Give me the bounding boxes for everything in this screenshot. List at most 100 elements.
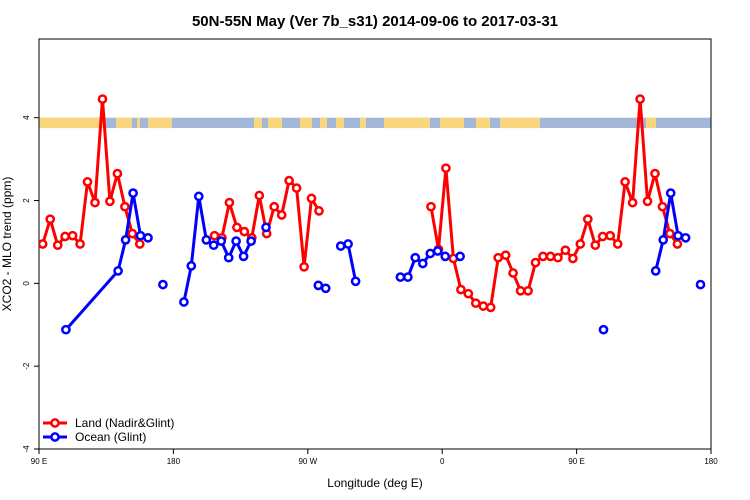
data-point: [598, 324, 609, 335]
y-tick-label: 2: [22, 198, 31, 203]
data-point: [335, 241, 346, 251]
data-point: [530, 257, 541, 268]
data-point: [179, 297, 189, 307]
data-point: [508, 268, 518, 278]
data-point: [238, 251, 249, 262]
data-point: [112, 168, 123, 179]
band-ocean: [39, 117, 711, 129]
data-point: [553, 252, 563, 263]
data-point: [143, 232, 153, 243]
data-point: [441, 163, 451, 174]
data-point: [665, 228, 675, 239]
data-point: [231, 236, 241, 246]
data-point: [232, 222, 242, 233]
data-point: [105, 196, 115, 207]
series-layer: [39, 94, 706, 335]
data-point: [597, 231, 608, 242]
band-land: [336, 117, 344, 129]
band-land: [137, 117, 140, 129]
series-1: [61, 188, 706, 335]
data-point: [650, 266, 661, 276]
data-point: [224, 197, 235, 208]
data-point: [313, 280, 324, 291]
data-point: [635, 94, 645, 104]
data-point: [620, 177, 630, 187]
data-point: [673, 230, 683, 241]
data-point: [538, 251, 548, 262]
data-point: [82, 177, 93, 187]
data-point: [320, 283, 331, 294]
land-ocean-band: [39, 117, 711, 129]
data-point: [291, 183, 302, 193]
data-point: [568, 253, 578, 264]
data-point: [523, 285, 533, 296]
data-point: [493, 252, 504, 263]
data-point: [158, 279, 168, 290]
legend-land-marker: [50, 418, 60, 428]
data-point: [403, 272, 413, 282]
data-point: [90, 197, 100, 208]
data-point: [45, 214, 56, 225]
data-point: [478, 301, 489, 311]
data-point: [417, 258, 428, 269]
data-point: [680, 232, 691, 243]
data-point: [216, 236, 227, 246]
data-point: [276, 210, 287, 220]
data-point: [135, 230, 146, 241]
data-point: [658, 235, 669, 245]
x-tick-label: 0: [440, 457, 445, 466]
data-point: [612, 239, 623, 249]
band-land: [300, 117, 312, 129]
data-point: [343, 239, 353, 249]
data-point: [485, 302, 496, 313]
y-tick-label: -2: [22, 362, 31, 370]
data-point: [128, 188, 138, 198]
data-point: [426, 201, 436, 212]
data-point: [545, 251, 556, 262]
data-point: [75, 239, 85, 249]
data-point: [254, 190, 265, 201]
data-point: [395, 272, 406, 282]
data-point: [440, 251, 451, 262]
x-tick-label: 180: [167, 457, 181, 466]
data-point: [500, 250, 511, 261]
data-point: [582, 214, 593, 225]
data-point: [120, 201, 130, 212]
data-point: [672, 239, 683, 249]
chart-title: 50N-55N May (Ver 7b_s31) 2014-09-06 to 2…: [192, 13, 558, 30]
y-tick-label: 0: [22, 281, 31, 286]
data-point: [515, 285, 526, 296]
data-point: [67, 230, 78, 241]
data-point: [113, 266, 123, 276]
data-point: [223, 252, 234, 263]
data-point: [60, 231, 70, 242]
data-point: [299, 261, 309, 272]
band-land: [320, 117, 327, 129]
data-point: [657, 201, 668, 212]
data-point: [127, 228, 138, 239]
band-land: [39, 117, 104, 129]
data-point: [432, 246, 443, 256]
data-point: [61, 324, 71, 335]
data-point: [575, 239, 586, 249]
data-point: [52, 240, 63, 251]
band-land: [440, 117, 464, 129]
x-axis: 90 E 180 90 W 0 90 E 180: [31, 449, 718, 466]
data-point: [470, 298, 481, 309]
x-tick-label: 90 E: [31, 457, 47, 466]
x-tick-label: 90 W: [298, 457, 317, 466]
data-point: [246, 236, 256, 246]
data-point: [695, 279, 706, 290]
band-land: [360, 117, 366, 129]
data-point: [642, 196, 653, 207]
data-point: [627, 197, 638, 208]
data-point: [120, 235, 131, 245]
data-point: [650, 168, 660, 179]
series-line: [64, 191, 149, 331]
data-point: [665, 188, 676, 198]
data-point: [560, 245, 571, 256]
data-point: [208, 240, 219, 251]
y-tick-label: 4: [22, 115, 31, 120]
data-point: [350, 276, 361, 287]
band-land: [476, 117, 490, 129]
